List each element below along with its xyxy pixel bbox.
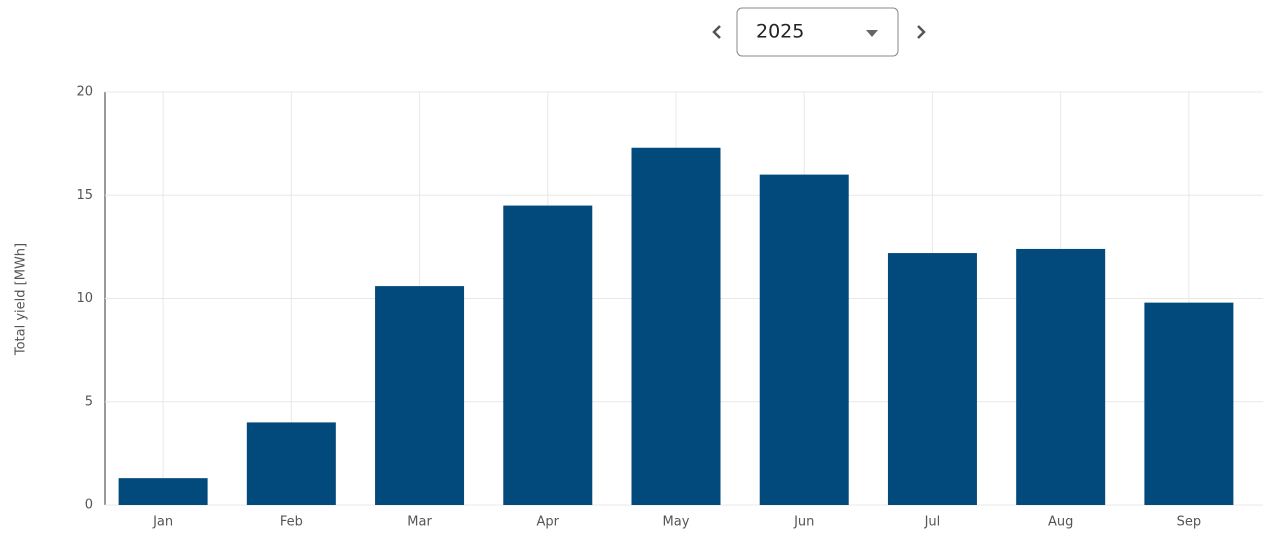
bar — [118, 478, 208, 505]
x-tick-label: Jun — [793, 515, 814, 530]
x-tick-label: Mar — [407, 515, 432, 530]
y-tick-label: 15 — [76, 188, 93, 203]
x-tick-label: May — [663, 515, 690, 530]
bar — [759, 174, 849, 505]
year-select[interactable]: 2025 — [736, 7, 899, 57]
prev-year[interactable] — [712, 25, 721, 39]
year-value[interactable]: 2025 — [756, 21, 804, 43]
bar — [887, 253, 977, 505]
bar — [631, 147, 721, 505]
next-year[interactable] — [917, 25, 926, 39]
x-tick-label: Jul — [924, 515, 941, 530]
y-tick-label: 20 — [76, 85, 93, 100]
select-box[interactable] — [736, 7, 899, 57]
dropdown-arrow[interactable] — [866, 30, 878, 37]
bar — [246, 422, 336, 505]
x-tick-label: Sep — [1177, 515, 1202, 530]
y-tick-label: 5 — [85, 394, 93, 409]
y-axis-label: Total yield [MWh] — [14, 243, 29, 356]
x-tick-label: Feb — [280, 515, 303, 530]
bar — [375, 286, 465, 505]
bar — [503, 205, 593, 505]
bar — [1016, 248, 1106, 505]
x-tick-label: Jan — [152, 515, 173, 530]
y-tick-label: 0 — [85, 498, 93, 513]
x-tick-label: Apr — [537, 515, 560, 530]
bar — [1144, 302, 1234, 505]
x-tick-label: Aug — [1048, 515, 1073, 530]
y-tick-label: 10 — [76, 291, 93, 306]
